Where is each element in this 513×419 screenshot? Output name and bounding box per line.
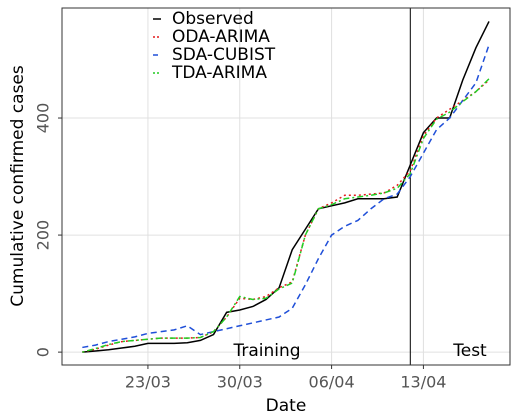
series-line [82, 21, 490, 353]
y-tick-label: 0 [34, 347, 53, 357]
y-axis-title: Cumulative confirmed cases [8, 65, 28, 307]
x-tick-label: 30/03 [217, 373, 263, 392]
annotation: Training [232, 341, 300, 361]
x-tick-label: 23/03 [125, 373, 171, 392]
plot-border [61, 7, 511, 366]
legend-label: Observed [172, 9, 254, 29]
x-axis-title: Date [266, 396, 307, 416]
y-tick-label: 200 [34, 220, 53, 251]
plot-background [62, 8, 510, 365]
legend-label: SDA-CUBIST [172, 45, 276, 65]
series-line [82, 79, 490, 353]
x-tick-label: 06/04 [309, 373, 355, 392]
legend-label: ODA-ARIMA [172, 27, 270, 47]
x-tick-label: 13/04 [400, 373, 446, 392]
annotation: Test [452, 341, 487, 361]
series-line [82, 44, 490, 349]
legend-label: TDA-ARIMA [171, 63, 267, 83]
y-tick-label: 400 [34, 103, 53, 134]
